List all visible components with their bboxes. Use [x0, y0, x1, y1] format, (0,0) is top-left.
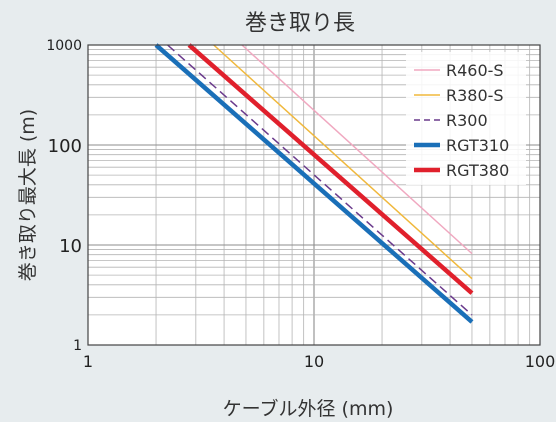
legend: R460-S R380-S R300 RGT310 RGT380 — [406, 52, 526, 185]
y-tick-label: 1000 — [46, 38, 82, 54]
legend-box — [406, 52, 526, 185]
y-axis-label: 巻き取り最大長 (m) — [17, 109, 39, 281]
y-tick-label: 1 — [73, 338, 82, 354]
series-line-rgt380 — [187, 43, 474, 295]
series-group — [154, 43, 474, 324]
chart-title: 巻き取り長 — [245, 11, 355, 36]
tick-labels: 1 10 100 1 10 100 1000 — [46, 38, 555, 371]
legend-label: R380-S — [446, 86, 504, 105]
series-line-r300 — [167, 44, 473, 316]
plot-frame — [87, 44, 541, 346]
x-axis-label: ケーブル外径 (mm) — [223, 397, 394, 420]
series-line-r380-s — [213, 44, 473, 280]
y-tick-label: 10 — [59, 236, 82, 257]
legend-label: RGT380 — [446, 161, 509, 180]
x-tick-label: 10 — [304, 352, 324, 371]
x-tick-label: 100 — [525, 352, 556, 371]
series-line-rgt310 — [154, 43, 474, 324]
legend-label: R300 — [446, 111, 488, 130]
legend-label: RGT310 — [446, 136, 509, 155]
legend-label: R460-S — [446, 61, 504, 80]
series-line-r460-s — [241, 44, 473, 255]
y-tick-label: 100 — [48, 136, 82, 157]
x-tick-label: 1 — [83, 352, 93, 371]
